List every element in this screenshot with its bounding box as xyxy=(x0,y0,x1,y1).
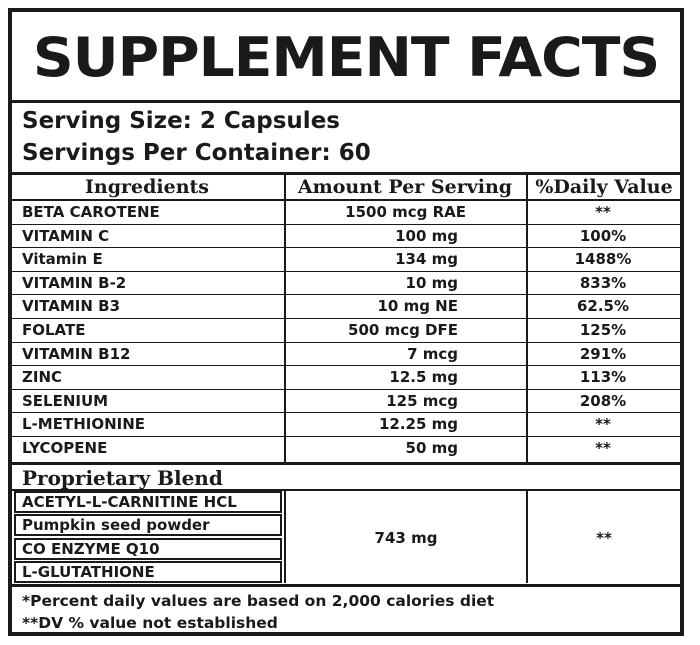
footnote-daily-values: *Percent daily values are based on 2,000… xyxy=(22,592,495,610)
ingredient-name: SELENIUM xyxy=(22,391,109,410)
blend-item-box xyxy=(14,560,282,583)
blend-item-box xyxy=(14,537,282,560)
divider xyxy=(12,584,680,587)
ingredient-amount: 7 mcg xyxy=(407,344,458,363)
ingredient-amount: 10 mg NE xyxy=(377,297,459,316)
ingredient-daily-value: ** xyxy=(595,439,611,457)
ingredient-daily-value: ** xyxy=(595,415,611,434)
ingredient-name: BETA CAROTENE xyxy=(22,203,160,221)
column-header-amount: Amount Per Serving xyxy=(297,176,513,198)
ingredient-amount: 500 mcg DFE xyxy=(348,321,458,339)
servings-per-container: Servings Per Container: 60 xyxy=(22,140,371,166)
ingredient-amount: 12.5 mg xyxy=(389,368,458,387)
supplement-facts-panel: SUPPLEMENT FACTS Serving Size: 2 Capsule… xyxy=(8,8,684,636)
row-divider xyxy=(12,270,680,272)
row-divider xyxy=(12,247,680,249)
row-divider xyxy=(12,365,680,367)
ingredient-amount: 50 mg xyxy=(405,439,458,457)
ingredient-name: VITAMIN B12 xyxy=(22,344,131,363)
ingredient-amount: 12.25 mg xyxy=(378,415,458,434)
ingredient-daily-value: ** xyxy=(595,203,611,221)
ingredient-amount: 1500 mcg RAE xyxy=(345,203,466,221)
blend-amount: 743 mg xyxy=(374,529,438,547)
ingredient-name: LYCOPENE xyxy=(22,439,108,457)
blend-item-box xyxy=(14,491,282,513)
ingredient-name: Vitamin E xyxy=(22,250,103,269)
blend-item-name: L-GLUTATHIONE xyxy=(22,562,155,581)
blend-item-name: ACETYL-L-CARNITINE HCL xyxy=(22,493,237,511)
panel-title: SUPPLEMENT FACTS xyxy=(32,26,660,89)
blend-item-box xyxy=(14,514,282,537)
ingredient-name: VITAMIN B3 xyxy=(22,297,121,316)
ingredient-amount: 100 mg xyxy=(395,226,458,245)
ingredient-name: FOLATE xyxy=(22,321,86,339)
ingredient-daily-value: 100% xyxy=(579,226,627,245)
column-separator xyxy=(284,489,286,583)
ingredient-amount: 134 mg xyxy=(395,250,458,269)
ingredient-amount: 10 mg xyxy=(405,273,458,292)
ingredient-daily-value: 62.5% xyxy=(576,297,630,316)
ingredient-name: L-METHIONINE xyxy=(22,415,146,434)
blend-item-name: Pumpkin seed powder xyxy=(22,516,210,535)
divider xyxy=(12,172,680,175)
ingredient-amount: 125 mcg xyxy=(386,391,458,410)
ingredient-daily-value: 1488% xyxy=(574,250,632,269)
serving-size: Serving Size: 2 Capsules xyxy=(22,108,340,134)
divider xyxy=(12,489,680,491)
blend-daily-value: ** xyxy=(596,529,612,547)
column-separator xyxy=(284,172,286,462)
blend-item-name: CO ENZYME Q10 xyxy=(22,539,160,558)
divider xyxy=(12,199,680,201)
row-divider xyxy=(12,388,680,390)
column-separator xyxy=(526,489,528,583)
row-divider xyxy=(12,318,680,319)
ingredient-daily-value: 208% xyxy=(579,391,627,410)
row-divider xyxy=(12,223,680,225)
column-separator xyxy=(526,172,528,462)
column-header-daily-value: %Daily Value xyxy=(535,176,673,198)
ingredient-daily-value: 291% xyxy=(579,344,627,363)
proprietary-blend-title: Proprietary Blend xyxy=(22,466,223,490)
row-divider xyxy=(12,412,680,414)
column-header-ingredients: Ingredients xyxy=(85,176,209,198)
ingredient-name: ZINC xyxy=(22,368,63,387)
row-divider xyxy=(12,436,680,437)
ingredient-name: VITAMIN B-2 xyxy=(22,273,127,292)
footnote-not-established: **DV % value not established xyxy=(22,614,278,632)
ingredient-daily-value: 125% xyxy=(579,321,627,339)
row-divider xyxy=(12,294,680,296)
ingredient-daily-value: 833% xyxy=(579,273,627,292)
divider xyxy=(12,462,680,465)
ingredient-name: VITAMIN C xyxy=(22,226,110,245)
ingredient-daily-value: 113% xyxy=(579,368,627,387)
divider xyxy=(12,100,680,103)
row-divider xyxy=(12,341,680,343)
